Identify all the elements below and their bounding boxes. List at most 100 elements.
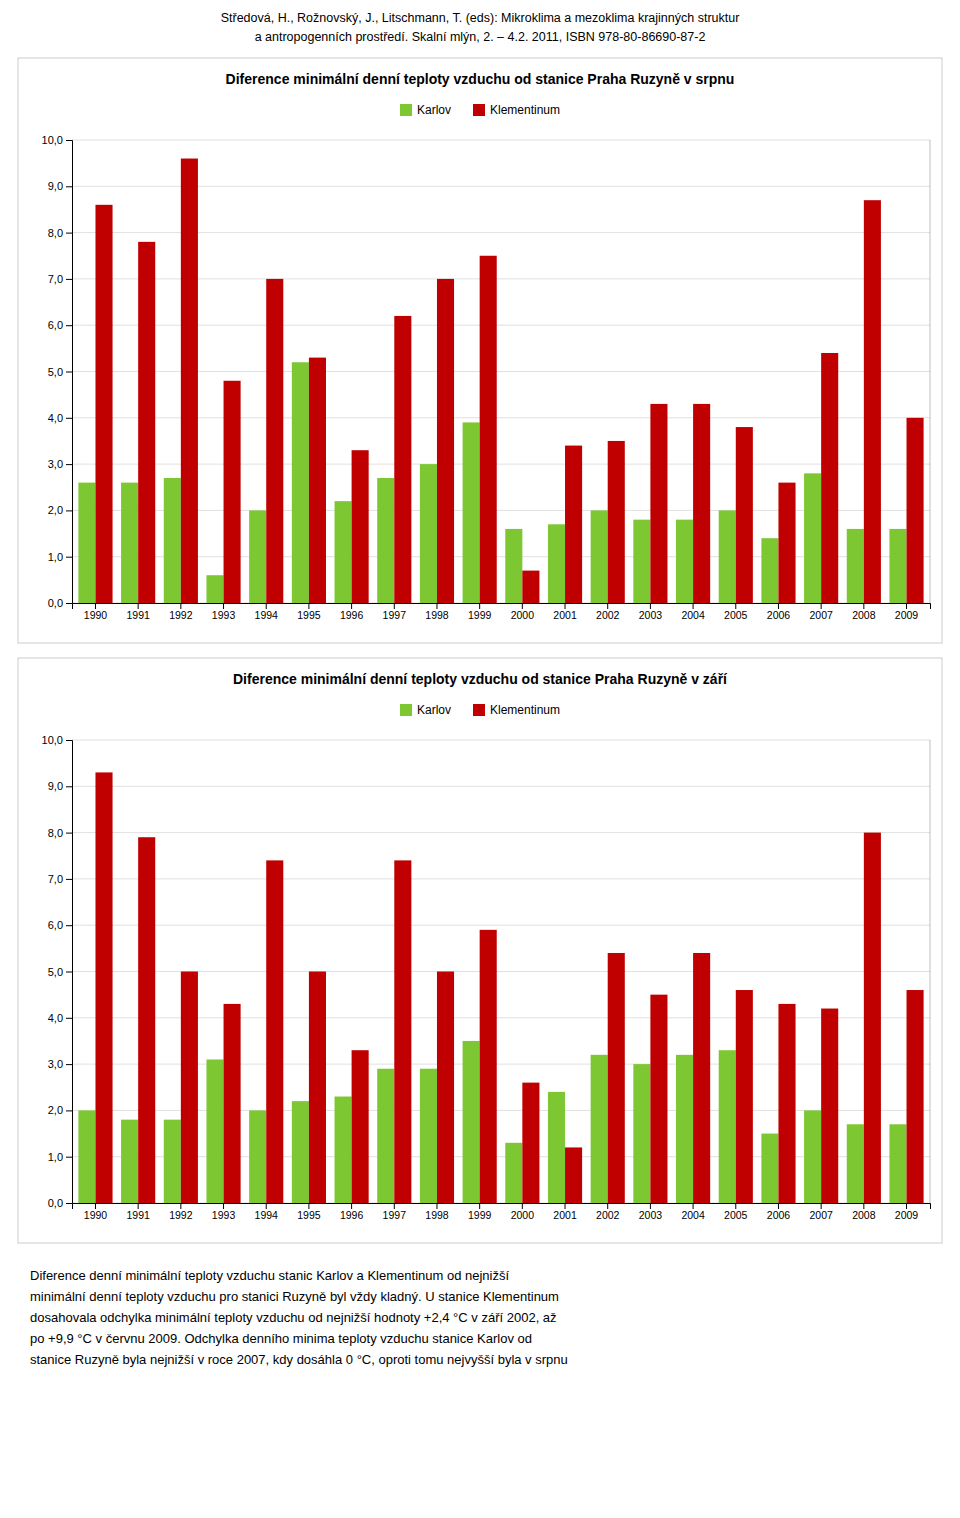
bar [95,205,112,603]
x-tick: 1996 [340,1203,364,1221]
tick-label: 5,0 [48,366,63,378]
chart-frame [18,58,942,643]
footer-text: dosahovala odchylka minimální teploty vz… [30,1310,557,1325]
tick-label: 2009 [895,609,919,621]
tick-label: 1993 [212,609,236,621]
y-tick: 2,0 [48,504,72,516]
bar [761,1134,778,1203]
tick-mark [66,140,72,141]
x-tick: 2009 [895,1203,919,1221]
bar [335,1097,352,1203]
y-tick: 0,0 [48,597,72,609]
axis-line [66,141,73,604]
tick-label: 1994 [255,609,279,621]
tick-mark [906,1203,907,1209]
tick-mark [95,1203,96,1209]
bar [907,418,924,603]
bars [78,772,923,1203]
bar [693,404,710,603]
tick-mark [565,603,566,609]
tick-label: 2005 [724,1209,748,1221]
bar [650,404,667,603]
y-tick: 2,0 [48,1104,72,1116]
x-tick: 1995 [297,1203,321,1221]
x-tick: 1996 [340,603,364,621]
x-tick: 1993 [212,603,236,621]
y-tick: 5,0 [48,966,72,978]
tick-mark [66,879,72,880]
grid [72,740,930,1203]
bar [804,473,821,603]
tick-label: 2006 [767,609,791,621]
x-tick: 2006 [767,1203,791,1221]
y-tick: 1,0 [48,1151,72,1163]
y-tick: 3,0 [48,458,72,470]
tick-label: 3,0 [48,1058,63,1070]
header-text: Středová, H., Rožnovský, J., Litschmann,… [221,11,740,25]
x-axis: 1990199119921993199419951996199719981999… [73,603,931,621]
tick-mark [479,603,480,609]
x-tick: 2002 [596,1203,620,1221]
x-tick: 1992 [169,603,193,621]
bars [78,159,923,603]
legend: KarlovKlementinum [400,103,560,117]
x-tick: 2008 [852,1203,876,1221]
x-tick: 2004 [681,1203,705,1221]
grid-line [72,925,930,926]
grid-line [72,232,930,233]
tick-mark [650,1203,651,1209]
x-tick: 1991 [126,1203,150,1221]
tick-mark [693,1203,694,1209]
bar [78,1110,95,1203]
grid-line [72,417,930,418]
grid-line [72,971,930,972]
bar [309,358,326,603]
tick-mark [735,603,736,609]
tick-label: 2001 [553,609,577,621]
bar [292,362,309,603]
bar [138,242,155,603]
grid-line [72,1110,930,1111]
bar [505,1143,522,1203]
y-tick: 1,0 [48,551,72,563]
tick-label: 1992 [169,1209,193,1221]
x-tick: 2005 [724,603,748,621]
bar [377,478,394,603]
tick-mark [138,603,139,609]
bar [224,381,241,603]
bar [292,1101,309,1203]
x-tick: 1999 [468,603,492,621]
bar [761,538,778,603]
tick-mark [693,603,694,609]
y-tick: 4,0 [48,412,72,424]
bar [206,1059,223,1203]
legend-label: Karlov [417,703,451,717]
x-tick: 2007 [809,1203,833,1221]
bar [138,837,155,1203]
grid-line [72,1017,930,1018]
x-tick: 2005 [724,1203,748,1221]
bar [889,1124,906,1203]
chart: Diference minimální denní teploty vzduch… [18,658,942,1243]
tick-mark [607,1203,608,1209]
bar [864,833,881,1203]
bar [121,1120,138,1203]
bar [266,860,283,1203]
tick-mark [607,603,608,609]
tick-label: 1991 [126,1209,150,1221]
tick-label: 10,0 [42,134,63,146]
tick-mark [66,557,72,558]
tick-mark [565,1203,566,1209]
axis-line [73,1204,931,1210]
axis-line [73,604,931,610]
bar [522,1083,539,1203]
tick-label: 2006 [767,1209,791,1221]
x-tick: 2003 [639,1203,663,1221]
bar [394,860,411,1203]
tick-mark [223,1203,224,1209]
legend-swatch [400,704,412,716]
tick-label: 2003 [639,609,663,621]
tick-label: 10,0 [42,734,63,746]
legend-swatch [473,104,485,116]
tick-label: 2008 [852,1209,876,1221]
